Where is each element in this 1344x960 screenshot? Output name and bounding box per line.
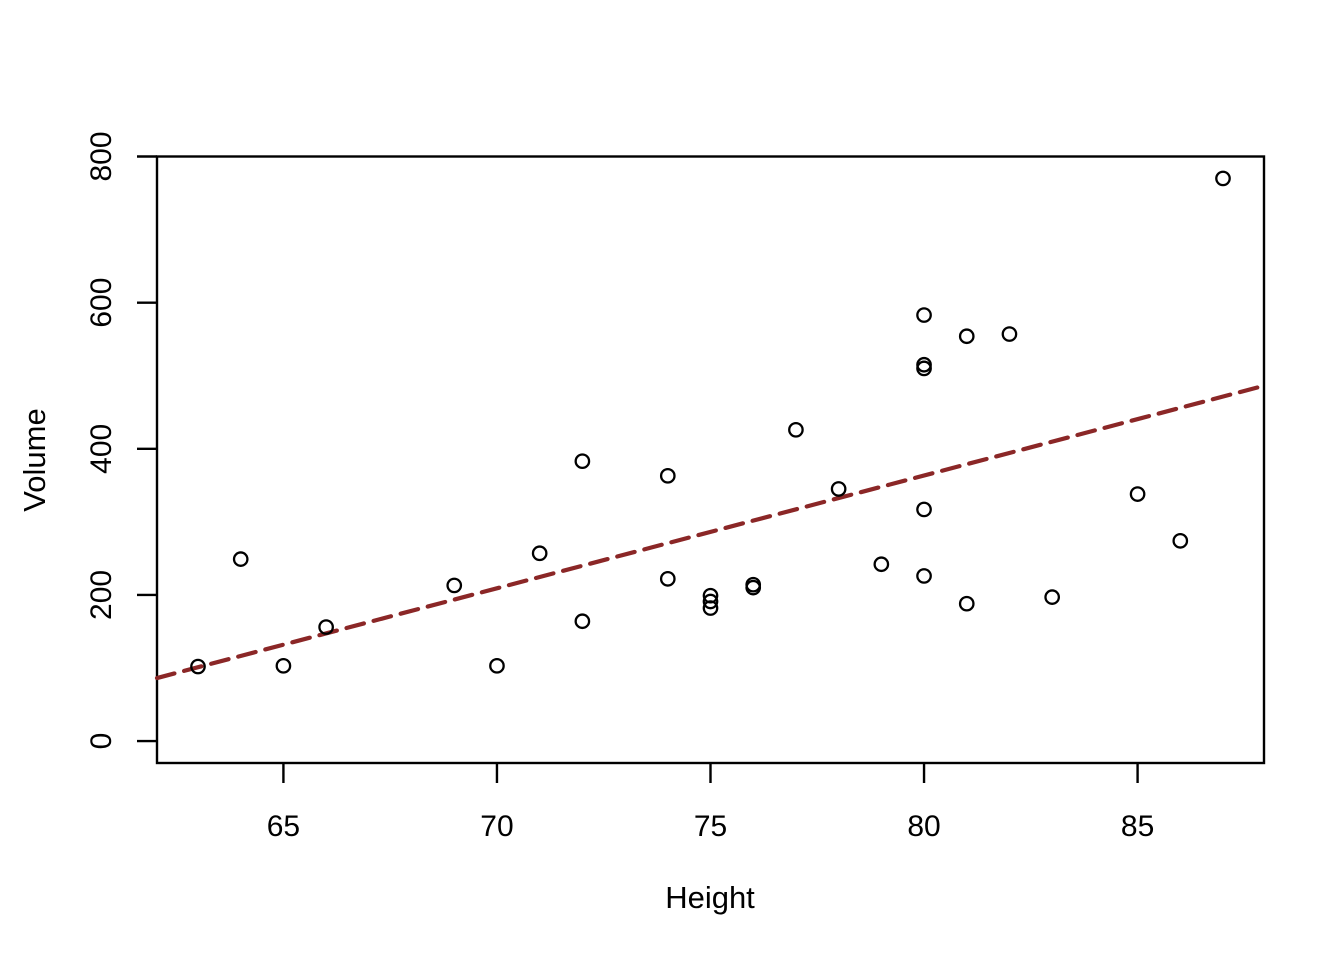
data-point [446, 577, 463, 594]
data-point [873, 556, 890, 573]
data-point [659, 571, 676, 587]
data-point [958, 328, 975, 345]
data-point [531, 545, 548, 562]
data-point [788, 421, 804, 438]
data-point [574, 453, 591, 470]
x-tick-label: 80 [907, 810, 940, 843]
x-tick-label: 85 [1121, 810, 1154, 843]
y-tick-label: 0 [85, 733, 118, 750]
y-tick-label: 800 [85, 131, 118, 181]
data-point [916, 568, 932, 584]
y-tick-label: 600 [85, 278, 118, 328]
data-point [489, 657, 505, 674]
data-point [916, 360, 932, 377]
x-tick-label: 65 [267, 810, 300, 843]
data-point [702, 593, 719, 610]
data-point [1172, 533, 1189, 549]
data-point [190, 658, 206, 675]
data-point [1129, 486, 1146, 502]
data-point [916, 307, 932, 323]
data-point [318, 619, 334, 635]
data-point [1044, 589, 1061, 605]
x-tick-label: 70 [480, 810, 513, 843]
y-tick-label: 400 [85, 424, 118, 474]
x-tick-label: 75 [694, 810, 727, 843]
data-point [659, 467, 676, 484]
data-point [702, 587, 719, 604]
data-point [1215, 170, 1231, 187]
data-point [958, 595, 975, 612]
data-point [574, 613, 591, 630]
data-point [745, 576, 762, 593]
plot-box [155, 155, 1266, 765]
data-point [916, 501, 932, 518]
data-point [275, 657, 292, 674]
x-axis-title: Height [665, 880, 755, 915]
y-axis-title: Volume [17, 408, 52, 511]
y-tick-label: 200 [85, 570, 118, 620]
regression-line [154, 383, 1267, 681]
data-point [232, 551, 249, 567]
data-point [1001, 326, 1018, 342]
plot-dynamic-layer: 65 70 75 80 85 0 200 400 600 800 [85, 131, 1267, 843]
data-point [830, 481, 847, 497]
